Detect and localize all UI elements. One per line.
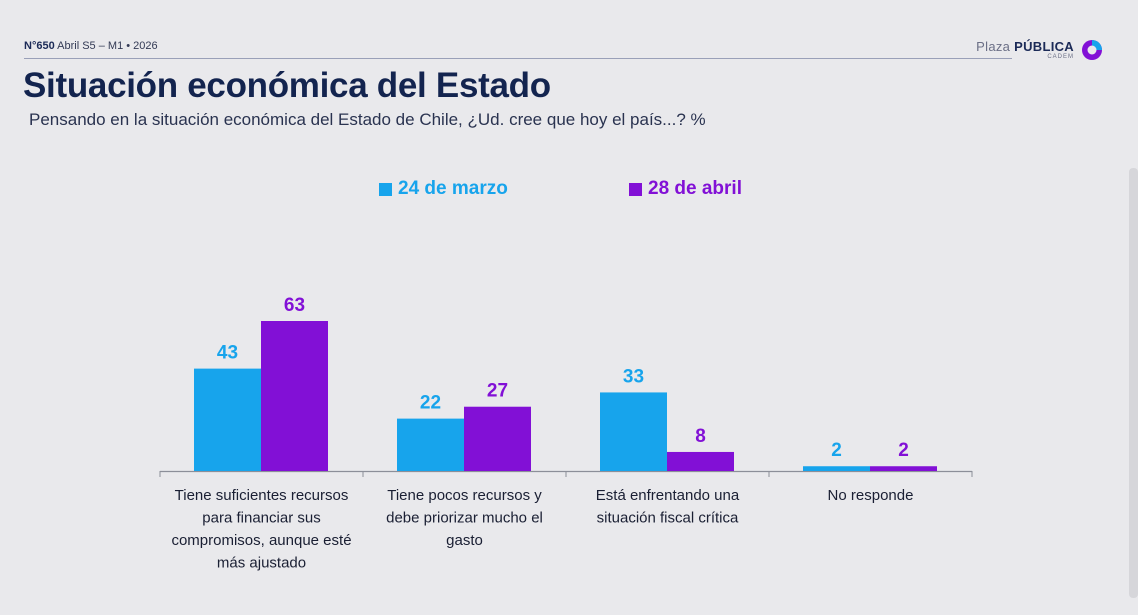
page-subtitle: Pensando en la situación económica del E… [29,110,706,129]
legend-item-series-1: 24 de marzo [379,178,508,200]
page-title: Situación económica del Estado [23,66,551,105]
legend-label-series-1: 24 de marzo [398,178,508,199]
chart-legend: 24 de marzo 28 de abril [0,178,1138,202]
data-label-series-2-category-1: 63 [284,295,305,316]
data-label-series-1-category-3: 33 [623,366,644,387]
bar-series-1-category-1 [194,368,261,471]
cadem-logo-icon [1082,40,1102,60]
bar-series-2-category-4 [870,466,937,471]
data-label-series-1-category-4: 2 [831,440,842,461]
data-label-series-2-category-2: 27 [487,381,508,402]
bar-series-1-category-2 [397,418,464,471]
scrollbar[interactable] [1129,168,1138,598]
bar-series-2-category-3 [667,451,734,471]
header-divider [24,58,1012,59]
bar-series-2-category-1 [261,321,328,471]
legend-swatch-series-1 [379,182,392,196]
bar-series-1-category-3 [600,392,667,471]
category-label-4: No responde [828,487,914,504]
brand-logo: Plaza PÚBLICA CADEM [976,38,1104,62]
brand-bold: PÚBLICA [1014,39,1074,54]
data-label-series-2-category-4: 2 [898,440,909,461]
data-label-series-2-category-3: 8 [695,426,706,447]
legend-item-series-2: 28 de abril [629,178,742,200]
category-label-3: Está enfrentando una situación fiscal crí… [596,487,740,527]
legend-swatch-series-2 [629,182,642,196]
legend-label-series-2: 28 de abril [648,178,742,199]
category-label-2: Tiene pocos recursos y debe priorizar muc… [386,487,543,549]
brand-sub: CADEM [1047,54,1074,60]
issue-info: N°650 Abril S5 – M1 • 2026 [24,40,158,52]
bar-series-2-category-2 [464,406,531,471]
brand-light: Plaza [976,39,1011,54]
bar-series-1-category-4 [803,466,870,471]
category-label-1: Tiene suficientes recursos para financiar… [171,487,351,572]
issue-detail: Abril S5 – M1 • 2026 [57,40,158,52]
data-label-series-1-category-1: 43 [217,343,238,364]
issue-number: N°650 [24,40,55,52]
data-label-series-1-category-2: 22 [420,393,441,414]
